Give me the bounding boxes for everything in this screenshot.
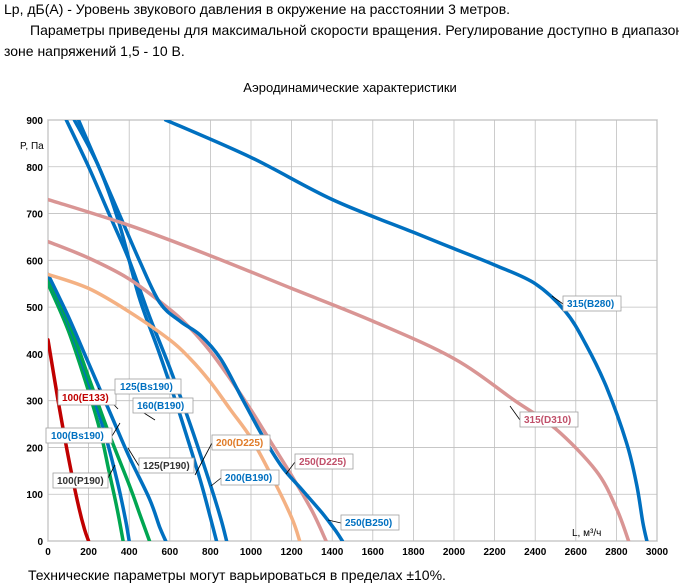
callout-box [132, 397, 194, 414]
y-tick-label: 100 [26, 490, 43, 501]
curve-200-d225 [48, 272, 302, 541]
series-label: 100(P190) [57, 476, 104, 487]
callout-leader [111, 422, 121, 437]
x-tick-label: 0 [45, 547, 51, 558]
callout-box [340, 514, 400, 531]
chart-title: Аэродинамические характеристики [243, 80, 457, 95]
series-label: 100(E133) [62, 393, 109, 404]
series-label: 315(D310) [524, 415, 571, 426]
x-tick-label: 1800 [402, 547, 425, 558]
callout-box [138, 457, 195, 474]
curve-125-bs190 [48, 272, 168, 541]
x-tick-label: 600 [161, 547, 178, 558]
series-label: 315(B280) [567, 299, 614, 310]
series-label: 250(B250) [345, 518, 392, 529]
footer-note: Технические параметры могут варьироватьс… [28, 567, 446, 583]
x-tick-label: 2400 [524, 547, 547, 558]
curve-250-b250 [76, 120, 345, 541]
callout-leader [127, 447, 140, 467]
callout-box [294, 453, 354, 470]
callout-leader [107, 464, 116, 479]
series-label: 160(B190) [137, 401, 184, 412]
callout-box [52, 472, 109, 489]
x-tick-label: 1400 [321, 547, 344, 558]
y-tick-label: 700 [26, 210, 43, 221]
y-tick-label: 500 [26, 303, 43, 314]
curve-315-b280 [163, 120, 649, 541]
series-label: 250(D225) [299, 457, 346, 468]
series-label: 200(D225) [216, 438, 263, 449]
callout-box [519, 411, 579, 428]
x-tick-label: 3000 [646, 547, 669, 558]
y-tick-label: 900 [26, 116, 43, 127]
callout-box [114, 378, 182, 395]
header-line-1: Lp, дБ(А) - Уровень звукового давления в… [4, 1, 511, 17]
callout-leader [285, 461, 296, 475]
header-line-3: зоне напряжений 1,5 - 10 В. [4, 43, 185, 59]
y-tick-label: 200 [26, 443, 43, 454]
x-tick-label: 2600 [565, 547, 588, 558]
callout-leader [327, 519, 342, 524]
x-tick-label: 800 [202, 547, 219, 558]
callout-box [562, 295, 622, 312]
header-line-2: Параметры приведены для максимальной ско… [30, 22, 679, 38]
callout-box [211, 434, 271, 451]
x-tick-label: 2200 [483, 547, 506, 558]
series-label: 100(Bs190) [51, 431, 104, 442]
x-tick-label: 2000 [443, 547, 466, 558]
y-tick-label: 300 [26, 397, 43, 408]
x-axis-label: L, м³/ч [572, 528, 601, 539]
series-label: 125(P190) [143, 461, 190, 472]
callout-box [45, 427, 113, 444]
chart-series [48, 120, 649, 541]
y-axis-label: P, Па [20, 141, 44, 152]
callout-leader [509, 405, 521, 421]
chart-ticks: 0 200 400 600 800 1000 1200 1400 1600 1800 2000 220… [26, 116, 668, 558]
x-tick-label: 400 [121, 547, 138, 558]
y-tick-label: 800 [26, 163, 43, 174]
curve-315-d310 [48, 197, 631, 541]
x-tick-label: 200 [80, 547, 97, 558]
chart-series-labels: 100(E133) 100(P190) 100(Bs190) 125(P190) 125… [45, 295, 622, 531]
x-tick-label: 1000 [240, 547, 263, 558]
aerodynamic-chart: Аэродинамические характеристики 0 200 400 6… [20, 80, 669, 558]
x-tick-label: 1600 [362, 547, 385, 558]
y-tick-label: 0 [37, 537, 43, 548]
callout-leader [551, 295, 564, 305]
callout-box [220, 469, 280, 486]
x-tick-label: 2800 [605, 547, 628, 558]
series-label: 125(Bs190) [120, 382, 173, 393]
series-label: 200(B190) [225, 473, 272, 484]
curve-200-b190 [64, 120, 229, 541]
x-tick-label: 1200 [280, 547, 303, 558]
callout-leader [194, 442, 213, 476]
callout-leader [210, 477, 222, 487]
y-tick-label: 600 [26, 256, 43, 267]
y-tick-label: 400 [26, 350, 43, 361]
callout-box [57, 389, 117, 406]
